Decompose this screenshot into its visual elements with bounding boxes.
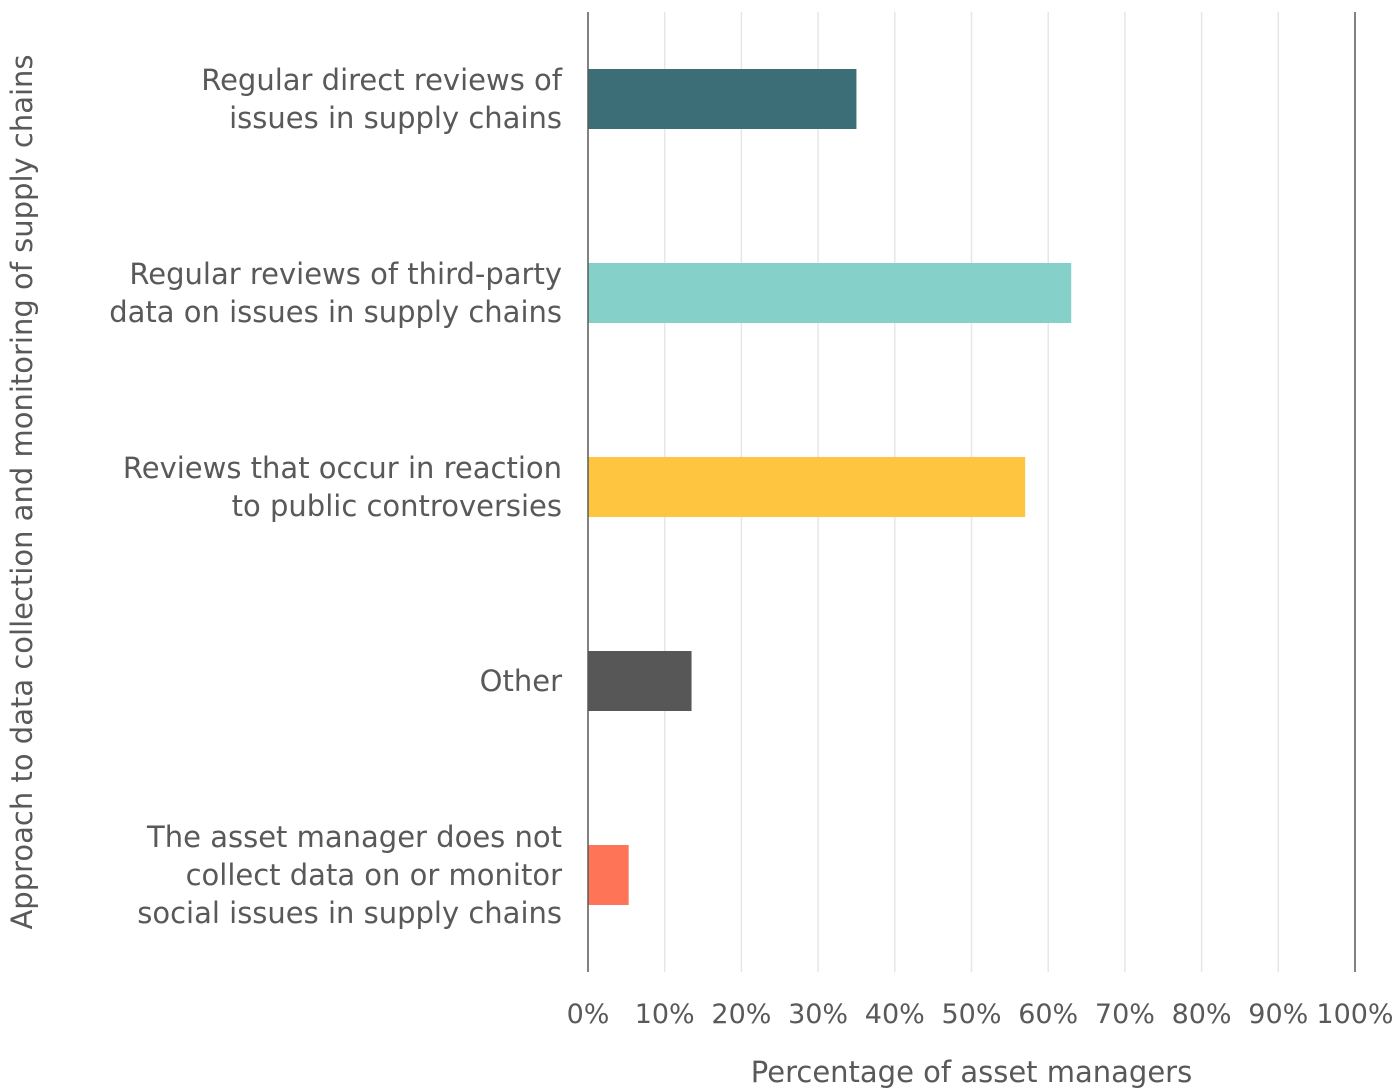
x-tick-label: 100% bbox=[1316, 999, 1393, 1030]
x-tick-label: 40% bbox=[865, 999, 925, 1030]
category-label: The asset manager does not collect data o… bbox=[137, 820, 562, 930]
category-label: Regular direct reviews of issues in suppl… bbox=[201, 63, 563, 135]
x-tick-label: 60% bbox=[1018, 999, 1078, 1030]
bar bbox=[588, 651, 692, 711]
x-tick-label: 50% bbox=[941, 999, 1001, 1030]
category-labels: Regular direct reviews of issues in suppl… bbox=[109, 63, 563, 930]
category-label: Regular reviews of third-party data on is… bbox=[109, 257, 562, 329]
x-tick-label: 80% bbox=[1172, 999, 1232, 1030]
bar bbox=[588, 457, 1026, 517]
x-tick-label: 10% bbox=[635, 999, 695, 1030]
bars bbox=[588, 69, 1072, 905]
x-tick-label: 70% bbox=[1095, 999, 1155, 1030]
bar bbox=[588, 845, 629, 905]
x-tick-label: 90% bbox=[1248, 999, 1308, 1030]
category-label: Reviews that occur in reaction to public … bbox=[123, 451, 562, 523]
x-axis-title: Percentage of asset managers bbox=[751, 1055, 1192, 1089]
y-axis-title: Approach to data collection and monitori… bbox=[5, 54, 39, 929]
category-label: Other bbox=[480, 664, 562, 698]
bar bbox=[588, 263, 1072, 323]
x-tick-labels: 0% 10% 20% 30% 40% 50% 60% 70% 80% 90% 100% bbox=[567, 999, 1394, 1030]
x-tick-label: 30% bbox=[788, 999, 848, 1030]
x-tick-label: 0% bbox=[567, 999, 610, 1030]
bar bbox=[588, 69, 857, 129]
x-tick-label: 20% bbox=[711, 999, 771, 1030]
